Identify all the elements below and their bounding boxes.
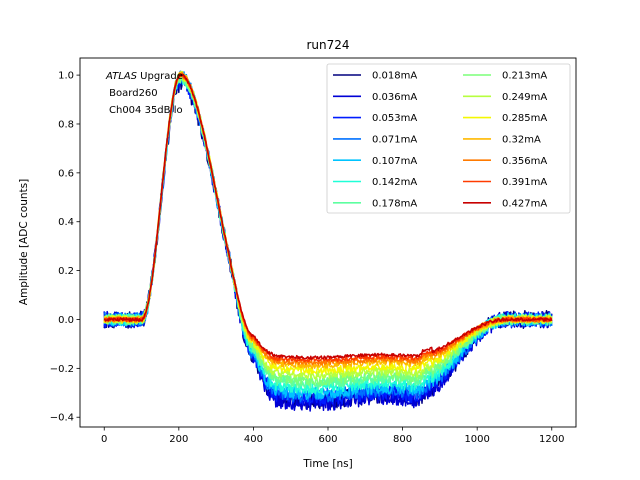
y-tick-label: −0.2 (50, 364, 74, 375)
legend-label: 0.427mA (502, 198, 547, 209)
annotation-line-2: Board260 (106, 88, 158, 99)
x-tick-label: 0 (101, 434, 107, 445)
legend-label: 0.053mA (372, 113, 417, 124)
annotation-atlas: ATLAS (105, 71, 138, 82)
legend-label: 0.391mA (502, 177, 547, 188)
y-tick-label: 0.8 (58, 119, 74, 130)
x-tick-label: 600 (318, 434, 337, 445)
y-tick-label: 0.6 (58, 168, 74, 179)
legend: 0.018mA 0.036mA 0.053mA 0.071mA 0.107mA 0.142… (326, 63, 571, 214)
x-tick-label: 400 (244, 434, 263, 445)
x-tick-label: 1000 (464, 434, 489, 445)
x-tick-label: 1200 (539, 434, 564, 445)
series-group (103, 70, 553, 412)
annotation-upgrade: Upgrade (137, 71, 183, 82)
x-axis: 0 200 400 600 800 1000 1200 (101, 427, 564, 445)
legend-label: 0.178mA (372, 198, 417, 209)
legend-label: 0.071mA (372, 135, 417, 146)
legend-label: 0.142mA (372, 177, 417, 188)
x-tick-label: 800 (393, 434, 412, 445)
legend-label: 0.018mA (372, 71, 417, 82)
x-axis-label: Time [ns] (302, 458, 352, 470)
y-tick-label: −0.4 (50, 413, 74, 424)
y-axis-label: Amplitude [ADC counts] (18, 179, 30, 305)
legend-label: 0.036mA (372, 92, 417, 103)
y-axis: −0.4 −0.2 0.0 0.2 0.4 0.6 0.8 1.0 (50, 71, 80, 424)
series-line (103, 73, 553, 360)
y-tick-label: 0.0 (58, 315, 74, 326)
y-tick-label: 1.0 (58, 71, 74, 82)
y-tick-label: 0.2 (58, 266, 74, 277)
y-tick-label: 0.4 (58, 217, 74, 228)
legend-box (326, 63, 571, 214)
legend-label: 0.249mA (502, 92, 547, 103)
atlas-annotation: ATLAS Upgrade Board260 Ch004 35dB lo (105, 71, 183, 116)
legend-label: 0.285mA (502, 113, 547, 124)
legend-label: 0.107mA (372, 156, 417, 167)
legend-label: 0.213mA (502, 71, 547, 82)
annotation-line-1: ATLAS Upgrade (105, 71, 183, 82)
chart-title: run724 (306, 38, 349, 52)
annotation-line-3: Ch004 35dB lo (109, 105, 183, 116)
legend-label: 0.356mA (502, 156, 547, 167)
legend-label: 0.32mA (502, 135, 541, 146)
x-tick-label: 200 (169, 434, 188, 445)
